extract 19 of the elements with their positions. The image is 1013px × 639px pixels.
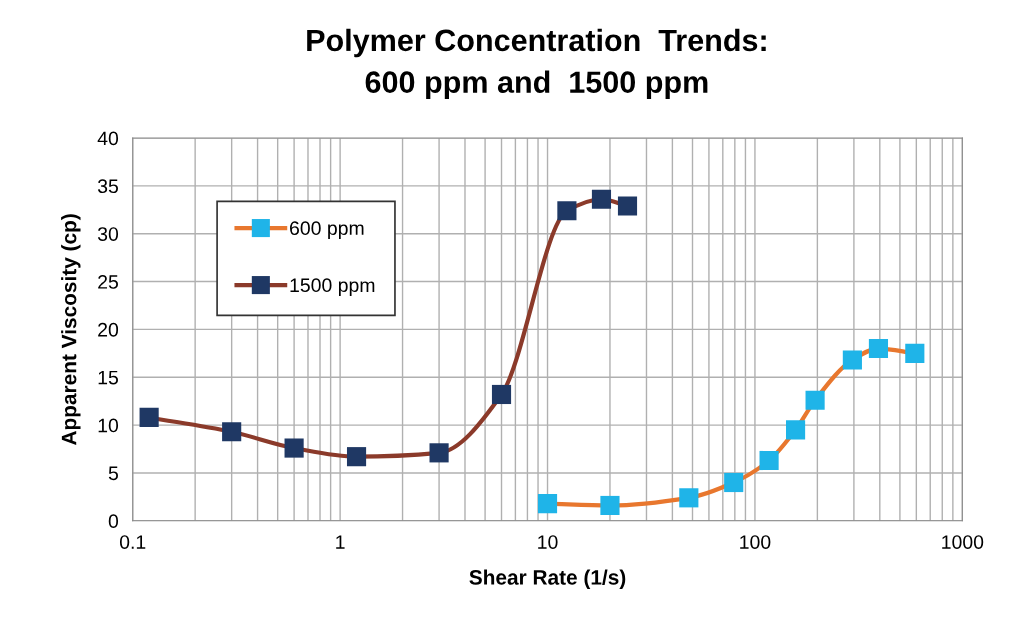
y-tick-label: 40 — [97, 131, 119, 146]
y-tick-label: 10 — [98, 418, 119, 433]
chart-title: Polymer Concentration Trends: 600 ppm and 1500 ppm — [307, 28, 766, 100]
legend-label: 1500 ppm — [290, 278, 375, 296]
y-tick-label: 20 — [98, 322, 119, 337]
y-axis-title: Apparent Viscosity (cp) — [61, 214, 81, 446]
y-tick-label: 5 — [108, 466, 118, 481]
x-tick-label: 1000 — [942, 535, 984, 549]
x-tick-label: 0.1 — [119, 535, 146, 549]
legend-label: 600 ppm — [290, 221, 364, 239]
x-tick-label: 10 — [538, 535, 558, 549]
y-tick-label: 35 — [97, 179, 118, 194]
x-tick-label: 1 — [336, 535, 345, 549]
x-tick-label: 100 — [740, 535, 771, 549]
x-axis-title: Shear Rate (1/s) — [469, 569, 626, 589]
y-tick-label: 0 — [108, 514, 119, 529]
y-tick-label: 25 — [98, 275, 118, 289]
y-tick-label: 15 — [98, 370, 118, 385]
y-tick-label: 30 — [97, 227, 119, 241]
